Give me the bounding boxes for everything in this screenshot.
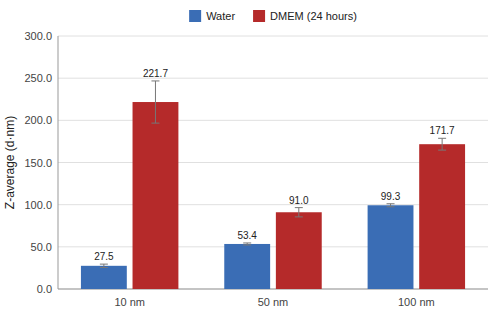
- bar: [276, 212, 322, 289]
- error-bar: [243, 243, 251, 245]
- marks: [81, 81, 465, 289]
- legend-label: Water: [206, 10, 235, 22]
- error-cap: [438, 150, 446, 151]
- bar: [81, 266, 127, 289]
- bar: [419, 144, 465, 289]
- error-cap: [243, 244, 251, 245]
- error-bar: [438, 138, 446, 150]
- error-cap: [387, 203, 395, 204]
- error-cap: [151, 123, 159, 124]
- grid-line: [58, 120, 488, 121]
- legend-swatch: [253, 10, 265, 22]
- data-label: 27.5: [94, 251, 114, 262]
- y-tick-label: 150.0: [24, 157, 52, 169]
- data-label: 91.0: [289, 195, 309, 206]
- data-label: 221.7: [143, 68, 168, 79]
- data-labels: 27.5 53.4 99.3 221.7 91.0 171.7: [94, 68, 455, 262]
- error-cap: [295, 207, 303, 208]
- bar: [133, 102, 179, 289]
- error-stem: [155, 81, 156, 123]
- grid-line: [58, 78, 488, 79]
- error-cap: [387, 206, 395, 207]
- y-tick-label: 100.0: [24, 199, 52, 211]
- y-tick-label: 250.0: [24, 72, 52, 84]
- error-cap: [100, 267, 108, 268]
- error-stem: [103, 264, 104, 267]
- chart-container: 0.0 50.0 100.0 150.0 200.0 250.0 300.0 10 nm 50 …: [0, 0, 500, 317]
- legend-item: Water: [189, 10, 235, 22]
- y-tick-label: 200.0: [24, 114, 52, 126]
- y-axis-label: Z-average (d·nm): [3, 116, 17, 209]
- error-bar: [295, 208, 303, 217]
- bar: [224, 244, 270, 289]
- legend-item: DMEM (24 hours): [253, 10, 357, 22]
- error-stem: [298, 208, 299, 217]
- grid: [58, 36, 488, 289]
- x-tick-label: 100 nm: [398, 296, 435, 308]
- legend: Water DMEM (24 hours): [189, 10, 357, 22]
- data-label: 99.3: [381, 191, 401, 202]
- error-cap: [295, 216, 303, 217]
- x-tick-label: 10 nm: [114, 296, 145, 308]
- error-cap: [100, 264, 108, 265]
- error-cap: [151, 80, 159, 81]
- x-tick-label: 50 nm: [258, 296, 289, 308]
- y-tick-label: 50.0: [31, 241, 52, 253]
- bar: [368, 205, 414, 289]
- error-bar: [387, 204, 395, 207]
- data-label: 53.4: [237, 230, 257, 241]
- y-axis-line: [58, 36, 59, 289]
- error-cap: [243, 242, 251, 243]
- error-bar: [151, 81, 159, 123]
- data-label: 171.7: [430, 125, 455, 136]
- error-stem: [442, 138, 443, 150]
- y-tick-label: 0.0: [37, 283, 52, 295]
- error-bar: [100, 264, 108, 267]
- error-cap: [438, 138, 446, 139]
- legend-swatch: [189, 10, 201, 22]
- y-tick-label: 300.0: [24, 30, 52, 42]
- chart-svg: 0.0 50.0 100.0 150.0 200.0 250.0 300.0 10 nm 50 …: [0, 0, 500, 317]
- legend-label: DMEM (24 hours): [270, 10, 357, 22]
- grid-line: [58, 36, 488, 37]
